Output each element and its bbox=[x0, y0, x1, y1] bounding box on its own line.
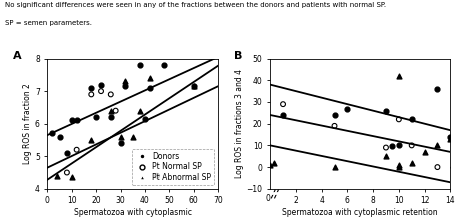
Point bbox=[389, 145, 396, 148]
Point bbox=[146, 86, 154, 90]
Point bbox=[153, 174, 161, 178]
Point bbox=[270, 161, 278, 164]
Text: SP = semen parameters.: SP = semen parameters. bbox=[5, 20, 92, 26]
Point bbox=[63, 151, 71, 155]
Point bbox=[190, 84, 198, 88]
Point bbox=[146, 76, 154, 80]
Point bbox=[434, 144, 441, 147]
X-axis label: Spermatozoa with cytoplasmic retention
in fractions 3 and 4 (%): Spermatozoa with cytoplasmic retention i… bbox=[283, 208, 438, 217]
Point bbox=[112, 109, 119, 112]
Point bbox=[107, 115, 115, 119]
Text: B: B bbox=[234, 51, 243, 61]
Text: 0: 0 bbox=[266, 194, 271, 203]
Point bbox=[331, 113, 338, 117]
Point bbox=[68, 176, 75, 179]
Point bbox=[48, 132, 56, 135]
Point bbox=[141, 117, 149, 120]
Point bbox=[279, 102, 287, 106]
Point bbox=[382, 109, 390, 112]
Point bbox=[447, 137, 454, 141]
Point bbox=[434, 87, 441, 91]
Point bbox=[107, 93, 115, 96]
Text: A: A bbox=[13, 51, 22, 61]
Point bbox=[97, 89, 105, 93]
Point bbox=[161, 63, 168, 67]
Point bbox=[279, 113, 287, 117]
Point bbox=[395, 165, 402, 169]
Point bbox=[447, 135, 454, 138]
Point bbox=[92, 115, 100, 119]
Text: No significant differences were seen in any of the fractions between the donors : No significant differences were seen in … bbox=[5, 2, 386, 8]
Point bbox=[129, 135, 137, 138]
Point bbox=[136, 63, 144, 67]
Point bbox=[421, 150, 428, 154]
Point bbox=[107, 109, 115, 112]
Point bbox=[266, 163, 274, 167]
Y-axis label: Log ROS in fractions 3 and 4: Log ROS in fractions 3 and 4 bbox=[235, 69, 244, 178]
Point bbox=[122, 84, 129, 88]
Point bbox=[382, 146, 390, 149]
Point bbox=[97, 83, 105, 86]
Point bbox=[344, 107, 351, 110]
Y-axis label: Log ROS in fraction 2: Log ROS in fraction 2 bbox=[23, 83, 32, 164]
Point bbox=[331, 124, 338, 128]
Point bbox=[190, 84, 198, 88]
Point bbox=[117, 141, 124, 145]
Point bbox=[395, 163, 402, 167]
Point bbox=[434, 165, 441, 169]
Point bbox=[382, 155, 390, 158]
Point bbox=[73, 119, 81, 122]
Point bbox=[88, 86, 95, 90]
Point bbox=[68, 119, 75, 122]
Point bbox=[408, 118, 416, 121]
Point bbox=[54, 174, 61, 178]
Point bbox=[88, 93, 95, 96]
Point bbox=[395, 118, 402, 121]
Point bbox=[331, 165, 338, 169]
Point bbox=[136, 109, 144, 112]
Point bbox=[117, 135, 124, 138]
Legend: Donors, Pt Normal SP, Pt Abnormal SP: Donors, Pt Normal SP, Pt Abnormal SP bbox=[132, 149, 214, 185]
Point bbox=[56, 135, 64, 138]
Point bbox=[73, 148, 81, 151]
Point bbox=[408, 144, 416, 147]
Point bbox=[449, 163, 456, 167]
Point bbox=[395, 144, 402, 147]
X-axis label: Spermatozoa with cytoplasmic
retention in fraction 2 (%): Spermatozoa with cytoplasmic retention i… bbox=[74, 208, 191, 217]
Point bbox=[408, 161, 416, 164]
Point bbox=[88, 138, 95, 142]
Point bbox=[122, 80, 129, 83]
Point bbox=[63, 171, 71, 174]
Point bbox=[395, 74, 402, 78]
